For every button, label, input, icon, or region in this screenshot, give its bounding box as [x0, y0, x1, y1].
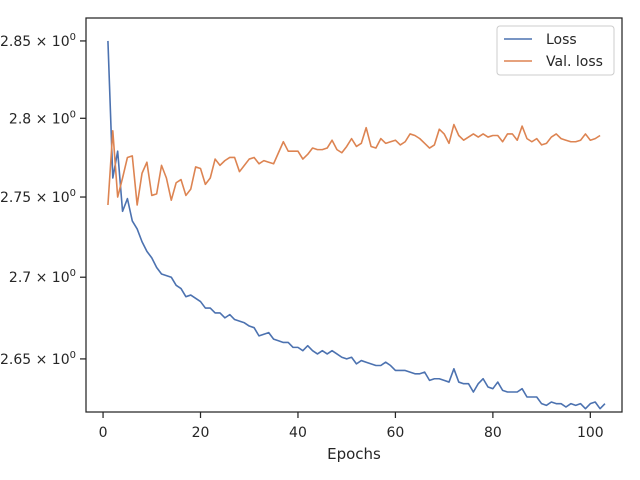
axis-ticks: 0 20 40 60 80 100 2.65 × 100 2.7 × 100 2.75 × 10… [0, 32, 604, 441]
legend-label-val-loss: Val. loss [546, 54, 603, 70]
x-tick-label: 60 [387, 425, 405, 441]
x-axis-label: Epochs [327, 445, 381, 463]
x-tick-label: 0 [99, 425, 108, 441]
series-line-loss [107, 40, 606, 410]
y-tick-label: 2.8 × 100 [9, 109, 76, 127]
x-tick-label: 40 [289, 425, 307, 441]
series-lines [107, 40, 606, 410]
series-line-val-loss [107, 123, 601, 206]
legend-label-loss: Loss [546, 32, 577, 48]
legend: Loss Val. loss [496, 25, 615, 76]
x-tick-label: 20 [192, 425, 210, 441]
y-tick-label: 2.65 × 100 [0, 350, 76, 368]
y-tick-label: 2.7 × 100 [9, 268, 76, 286]
y-tick-label: 2.85 × 100 [0, 32, 76, 50]
plot-frame [85, 17, 623, 413]
y-tick-label: 2.75 × 100 [0, 188, 76, 206]
x-tick-label: 80 [484, 425, 502, 441]
x-tick-label: 100 [577, 425, 604, 441]
